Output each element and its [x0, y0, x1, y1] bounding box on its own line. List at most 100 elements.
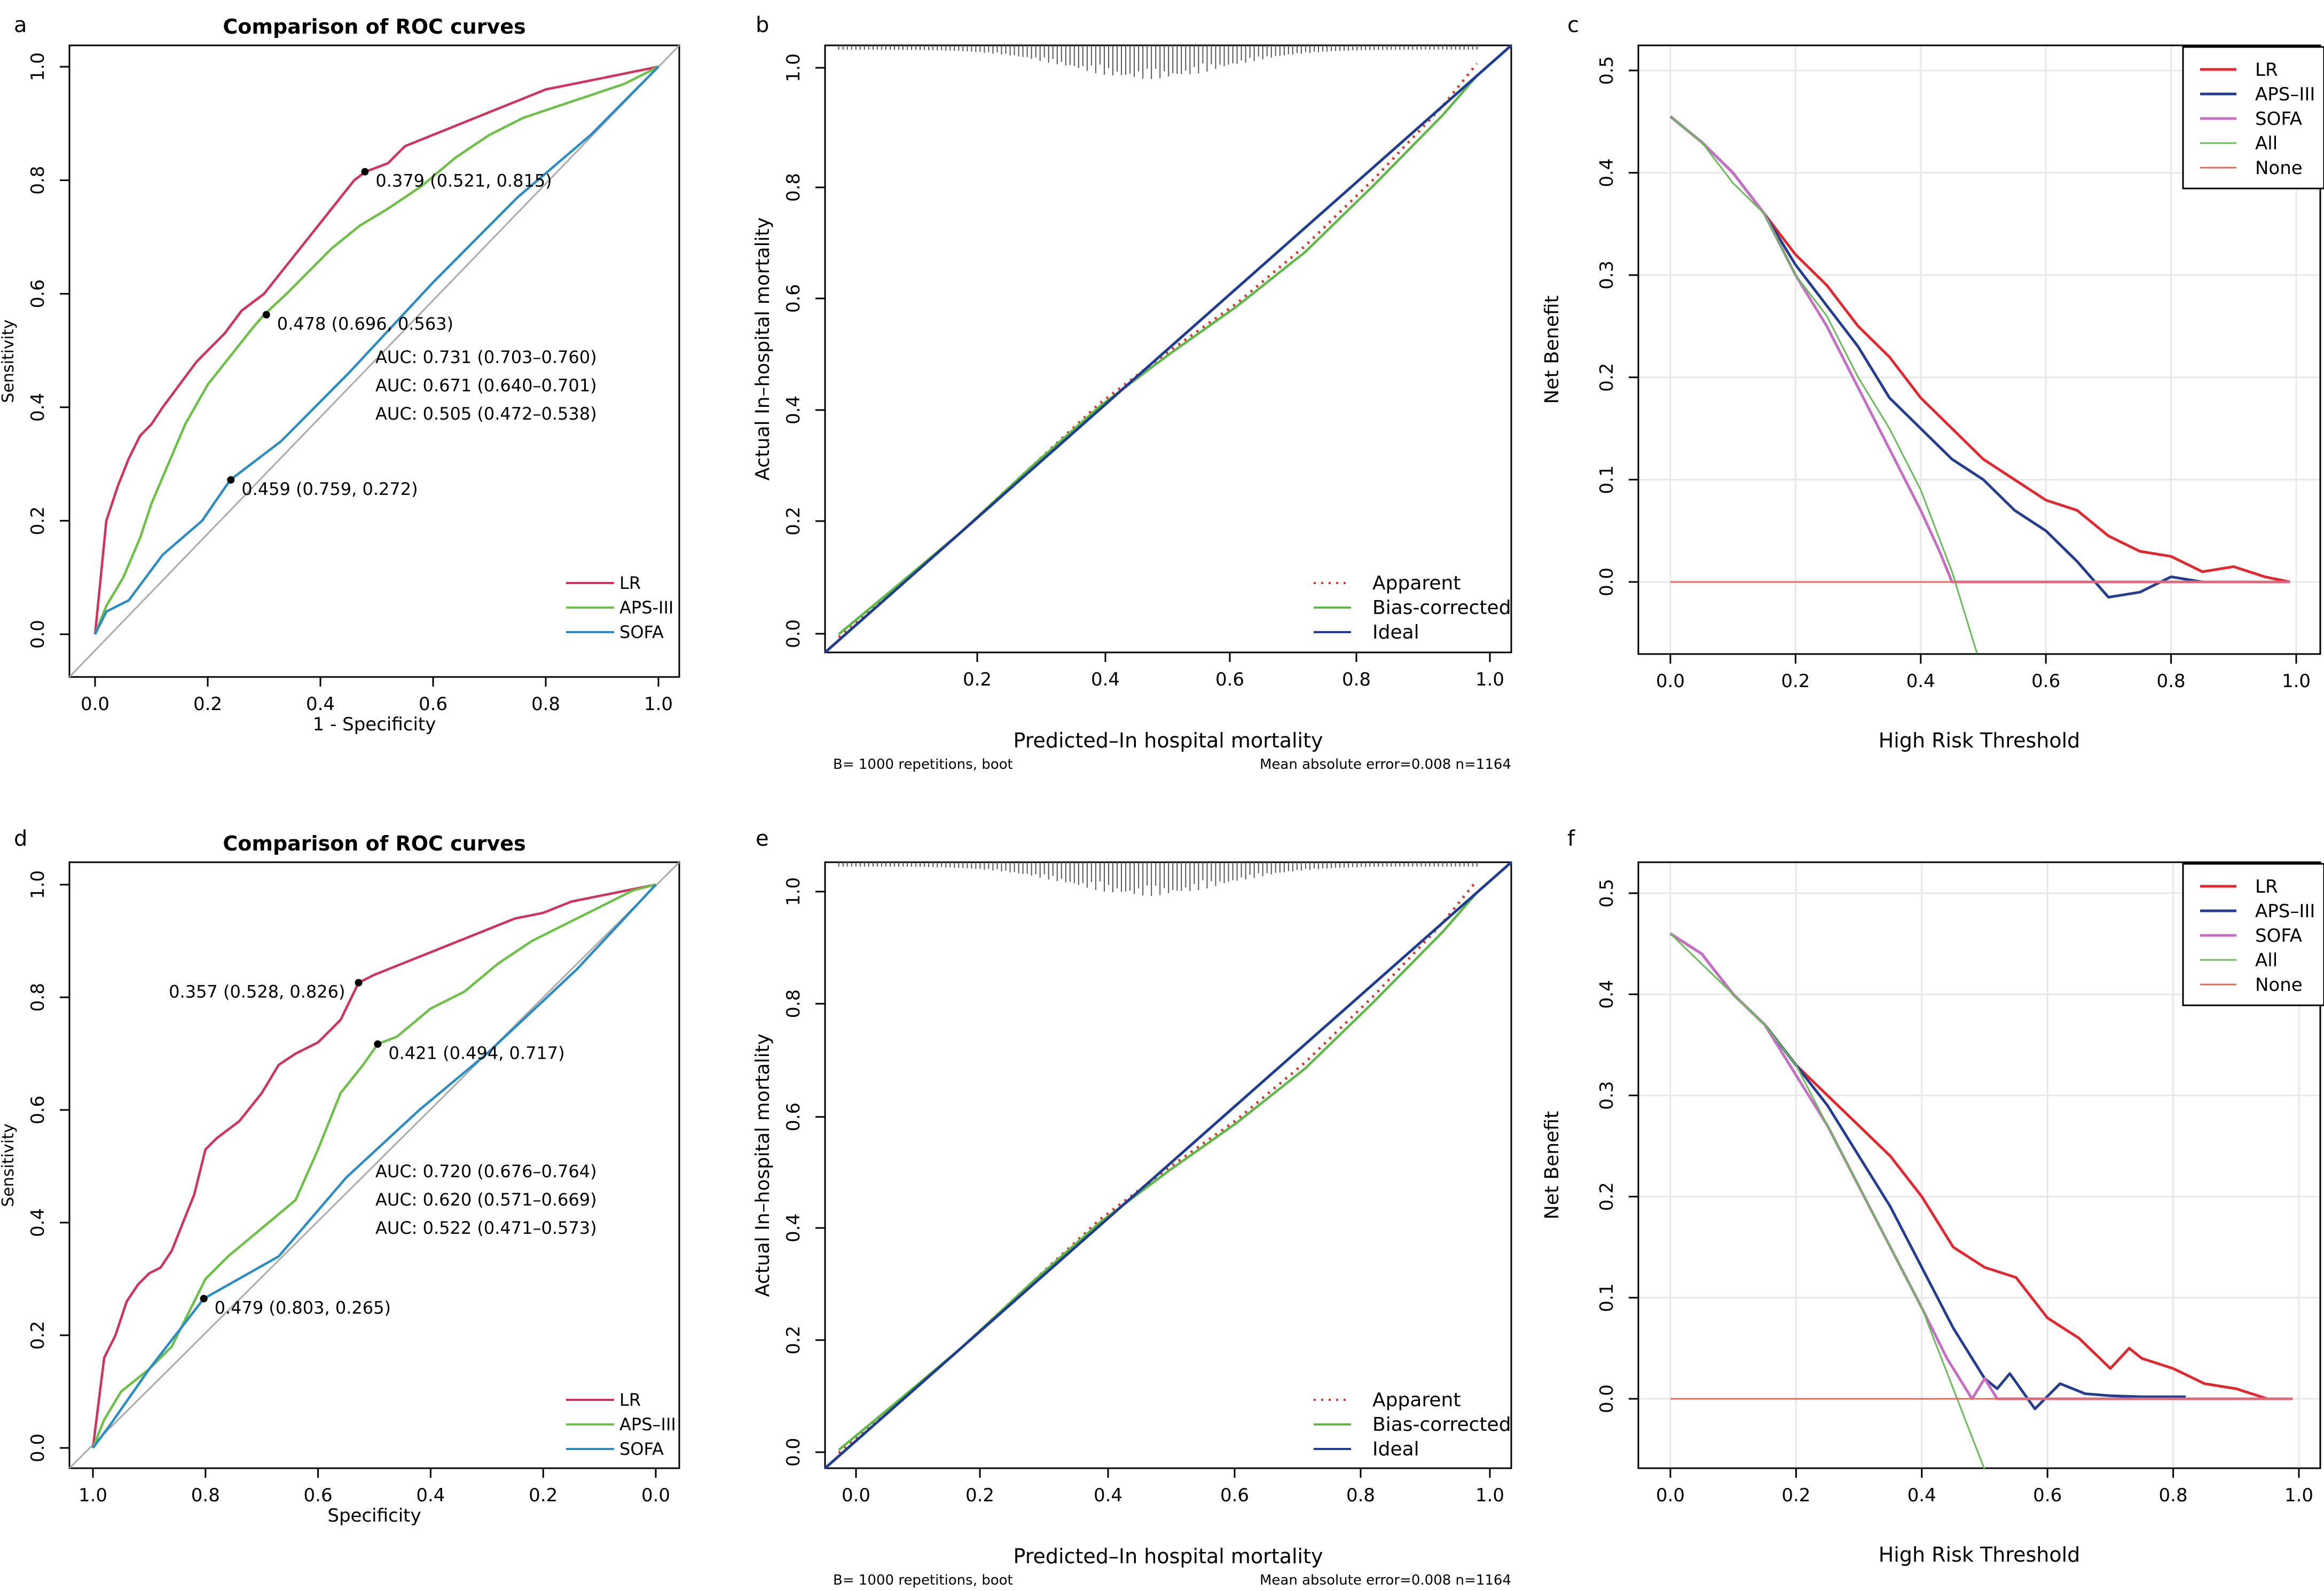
- series-line-ideal: [824, 861, 1512, 1469]
- x-tick-label: 0.0: [1656, 671, 1685, 692]
- x-tick-label: 0.6: [419, 694, 447, 715]
- y-tick-label: 0.2: [27, 506, 49, 535]
- auc-label: AUC: 0.620 (0.571–0.669): [375, 1190, 597, 1210]
- y-tick-label: 0.2: [27, 1321, 49, 1350]
- ticks: 0.0 0.2 0.4 0.6 0.8 1.0 0.0 0.1 0.2 0.3 0.4 0.5: [1596, 56, 2311, 692]
- cutoff-point: [374, 1040, 382, 1048]
- y-axis-label: Actual In–hospital mortality: [752, 1034, 774, 1297]
- series-line-ideal: [824, 44, 1512, 653]
- series-line-apparent: [838, 879, 1478, 1454]
- y-tick-label: 0.0: [1596, 568, 1618, 596]
- x-tick-label: 1.0: [644, 694, 673, 715]
- series-line-sofa: [92, 884, 657, 1449]
- y-tick-label: 0.0: [783, 619, 804, 648]
- x-tick-label: 1.0: [78, 1485, 107, 1506]
- x-tick-label: 0.0: [641, 1485, 670, 1506]
- x-axis-label: Predicted–In hospital mortality: [1014, 1545, 1323, 1568]
- y-tick-label: 0.0: [783, 1438, 804, 1467]
- y-tick-label: 0.4: [1596, 159, 1618, 187]
- y-tick-label: 0.8: [27, 983, 49, 1012]
- legend-label: SOFA: [619, 1439, 664, 1459]
- plot-frame: [1637, 44, 2321, 655]
- series-line-aps-iii: [1669, 115, 2234, 599]
- y-tick-label: 1.0: [27, 52, 49, 81]
- y-tick-label: 1.0: [783, 53, 804, 82]
- x-tick-label: 0.4: [306, 694, 335, 715]
- legend-label: LR: [619, 1390, 641, 1410]
- cutoff-point-label: 0.357 (0.528, 0.826): [169, 982, 345, 1002]
- x-tick-label: 0.0: [1656, 1485, 1685, 1506]
- footer-right: Mean absolute error=0.008 n=1164: [1260, 757, 1511, 773]
- y-tick-label: 0.2: [783, 1326, 804, 1354]
- cutoff-point-label: 0.478 (0.696, 0.563): [277, 314, 453, 334]
- x-tick-label: 1.0: [1475, 1485, 1504, 1506]
- y-tick-label: 0.6: [27, 1096, 49, 1124]
- auc-label: AUC: 0.522 (0.471–0.573): [375, 1218, 597, 1238]
- auc-label: AUC: 0.671 (0.640–0.701): [375, 375, 597, 396]
- y-tick-label: 0.8: [27, 166, 49, 195]
- x-tick-label: 0.8: [531, 694, 560, 715]
- ticks: 0.0 0.2 0.4 0.6 0.8 1.0 0.0 0.1 0.2 0.3 0.4 0.5: [1596, 879, 2313, 1506]
- cutoff-point: [262, 311, 270, 319]
- x-tick-label: 0.6: [304, 1485, 333, 1506]
- series-line-aps-iii: [1669, 932, 2186, 1411]
- series-line-all: [1669, 933, 1985, 1470]
- y-axis-label: Sensitivity: [0, 1123, 18, 1207]
- y-tick-label: 0.4: [27, 1208, 49, 1237]
- legend-label: APS–III: [619, 1414, 676, 1435]
- panel-letter: b: [756, 13, 769, 37]
- auc-label: AUC: 0.731 (0.703–0.760): [375, 347, 597, 367]
- x-axis-label: 1 - Specificity: [313, 714, 436, 735]
- x-axis-label: Specificity: [327, 1505, 421, 1526]
- chart-title: Comparison of ROC curves: [223, 832, 525, 855]
- y-tick-label: 0.6: [783, 284, 804, 313]
- ticks: 0.2 0.4 0.6 0.8 1.0 0.0 0.2 0.4 0.6 0.8 1.0: [783, 53, 1504, 690]
- y-axis-label: Net Benefit: [1541, 1111, 1563, 1219]
- x-tick-label: 0.4: [1907, 1485, 1936, 1506]
- legend-label: LR: [2255, 59, 2278, 81]
- auc-label: AUC: 0.505 (0.472–0.538): [375, 404, 597, 424]
- legend: LR APS–III SOFA All None: [2182, 863, 2324, 1006]
- x-tick-label: 0.8: [191, 1485, 220, 1506]
- x-axis-label: High Risk Threshold: [1879, 1543, 2080, 1566]
- x-tick-label: 0.2: [965, 1485, 994, 1506]
- legend-label: Apparent: [1372, 1389, 1461, 1411]
- reference-diagonal: [68, 861, 680, 1469]
- cutoff-point-label: 0.459 (0.759, 0.272): [241, 479, 418, 499]
- ticks: 0.0 0.2 0.4 0.6 0.8 1.0 0.0 0.2 0.4 0.6 0.8 1.0: [783, 877, 1504, 1506]
- ticks: 0.0 0.2 0.4 0.6 0.8 1.0 0.0 0.2 0.4 0.6 0.8 1.0: [27, 52, 673, 715]
- legend-label: None: [2255, 974, 2303, 996]
- x-tick-label: 0.6: [2031, 671, 2060, 692]
- y-tick-label: 0.3: [1596, 261, 1618, 289]
- x-axis-label: Predicted–In hospital mortality: [1014, 729, 1323, 752]
- x-tick-label: 0.0: [81, 694, 109, 715]
- cutoff-point: [355, 979, 363, 987]
- legend: LR APS-III SOFA: [566, 573, 673, 642]
- y-tick-label: 0.0: [27, 1434, 49, 1462]
- y-axis-label: Sensitivity: [0, 319, 18, 403]
- plot-frame: [68, 861, 680, 1469]
- x-tick-label: 0.2: [963, 669, 992, 690]
- x-tick-label: 0.4: [1091, 669, 1120, 690]
- cutoff-point: [227, 476, 235, 484]
- legend-label: APS–III: [2255, 84, 2315, 105]
- legend-label: Apparent: [1372, 572, 1461, 594]
- y-tick-label: 0.1: [1596, 1283, 1618, 1312]
- legend-label: APS-III: [619, 597, 673, 618]
- footer-left: B= 1000 repetitions, boot: [833, 757, 1013, 773]
- panel-e: e 0.0 0.2 0.4 0.6 0.8 1.0 0.0 0.2 0.4 0.6 0.8 1.0 Pre…: [752, 826, 1512, 1588]
- legend-label: Bias-corrected: [1372, 1414, 1511, 1436]
- x-tick-label: 0.6: [2033, 1485, 2062, 1506]
- x-tick-label: 0.2: [1781, 671, 1810, 692]
- rug-marks: [838, 45, 1478, 79]
- panel-letter: f: [1567, 826, 1575, 851]
- series-line-sofa: [93, 66, 659, 635]
- series-line-aps-iii: [91, 883, 656, 1448]
- legend: LR APS–III SOFA All None: [2182, 46, 2324, 190]
- legend: LR APS–III SOFA: [566, 1390, 676, 1459]
- panel-letter: d: [14, 826, 27, 851]
- legend-label: LR: [619, 573, 641, 593]
- y-tick-label: 0.4: [27, 393, 49, 422]
